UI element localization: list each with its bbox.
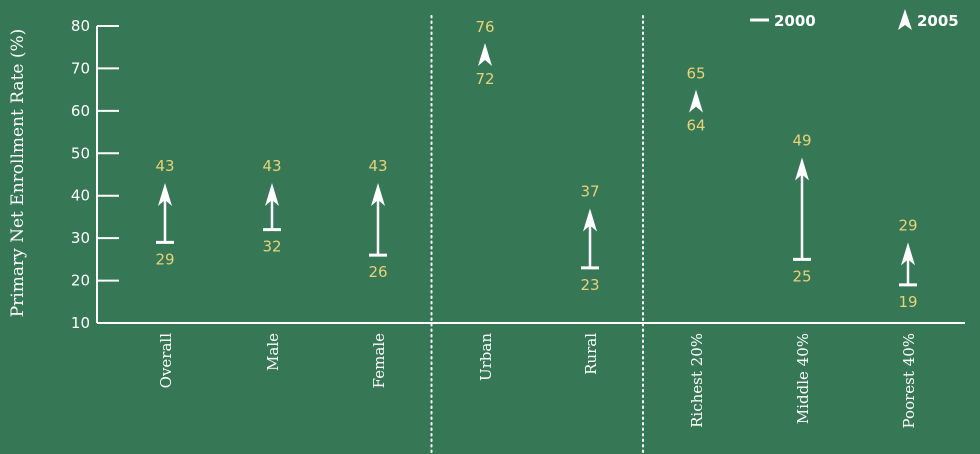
arrow-2005-poorest-40: [901, 242, 915, 266]
value-2000-female: 26: [368, 263, 387, 281]
legend-item-2005: 2005: [898, 9, 959, 30]
value-2005-middle-40: 49: [792, 132, 811, 150]
range-mark-male: 43 32: [262, 157, 281, 256]
category-label-overall: Overall: [157, 333, 175, 389]
data-marks: 43 29 43 32 43 26 76 72 37 23 65 64 49 25 29 19: [155, 18, 917, 311]
legend-label-2005: 2005: [917, 12, 959, 30]
arrow-2005-middle-40: [795, 157, 809, 181]
value-2005-richest-20: 65: [686, 65, 705, 83]
value-2000-rural: 23: [580, 276, 599, 294]
value-2000-urban: 72: [475, 70, 494, 88]
category-label-male: Male: [264, 333, 282, 371]
value-2000-male: 32: [262, 238, 281, 256]
value-2000-richest-20: 64: [686, 117, 705, 135]
range-mark-poorest-40: 29 19: [898, 216, 917, 310]
y-axis-title: Primary Net Enrollment Rate (%): [8, 29, 28, 318]
value-2005-rural: 37: [580, 182, 599, 200]
legend-swatch-2005: [898, 9, 912, 30]
arrow-2005-female: [371, 182, 385, 206]
value-2005-poorest-40: 29: [898, 216, 917, 234]
range-mark-middle-40: 49 25: [792, 132, 811, 286]
value-2005-overall: 43: [155, 157, 174, 175]
legend-label-2000: 2000: [774, 12, 816, 30]
value-2005-male: 43: [262, 157, 281, 175]
category-labels: Overall Male Female Urban Rural Richest 20% Mi…: [157, 333, 918, 429]
value-2000-middle-40: 25: [792, 267, 811, 285]
y-axis: 10 20 30 40 50 60 70 80: [71, 17, 965, 332]
category-label-middle-40: Middle 40%: [794, 333, 812, 424]
y-tick-label-50: 50: [71, 144, 90, 162]
y-tick-label-40: 40: [71, 187, 90, 205]
y-tick-label-10: 10: [71, 314, 90, 332]
legend: 2000 2005: [750, 9, 959, 30]
value-2000-poorest-40: 19: [898, 293, 917, 311]
value-2005-female: 43: [368, 157, 387, 175]
arrow-2005-male: [265, 182, 279, 206]
arrow-2005-overall: [158, 182, 172, 206]
legend-item-2000: 2000: [750, 12, 816, 30]
y-tick-label-60: 60: [71, 102, 90, 120]
arrow-2005-urban: [478, 42, 492, 66]
value-2005-urban: 76: [475, 18, 494, 36]
category-label-richest-20: Richest 20%: [688, 333, 706, 428]
range-mark-overall: 43 29: [155, 157, 174, 268]
arrow-2005-richest-20: [689, 89, 703, 113]
range-mark-female: 43 26: [368, 157, 387, 281]
value-2000-overall: 29: [155, 250, 174, 268]
category-label-poorest-40: Poorest 40%: [900, 333, 918, 428]
y-tick-label-80: 80: [71, 17, 90, 35]
group-dividers: [430, 15, 644, 454]
category-label-urban: Urban: [477, 333, 495, 381]
range-mark-urban: 76 72: [475, 18, 494, 88]
arrow-2005-rural: [583, 208, 597, 232]
category-label-female: Female: [370, 333, 388, 388]
y-tick-label-30: 30: [71, 229, 90, 247]
range-mark-rural: 37 23: [580, 182, 599, 293]
y-tick-label-20: 20: [71, 272, 90, 290]
y-tick-label-70: 70: [71, 59, 90, 77]
range-mark-richest-20: 65 64: [686, 65, 705, 135]
category-label-rural: Rural: [582, 333, 600, 375]
